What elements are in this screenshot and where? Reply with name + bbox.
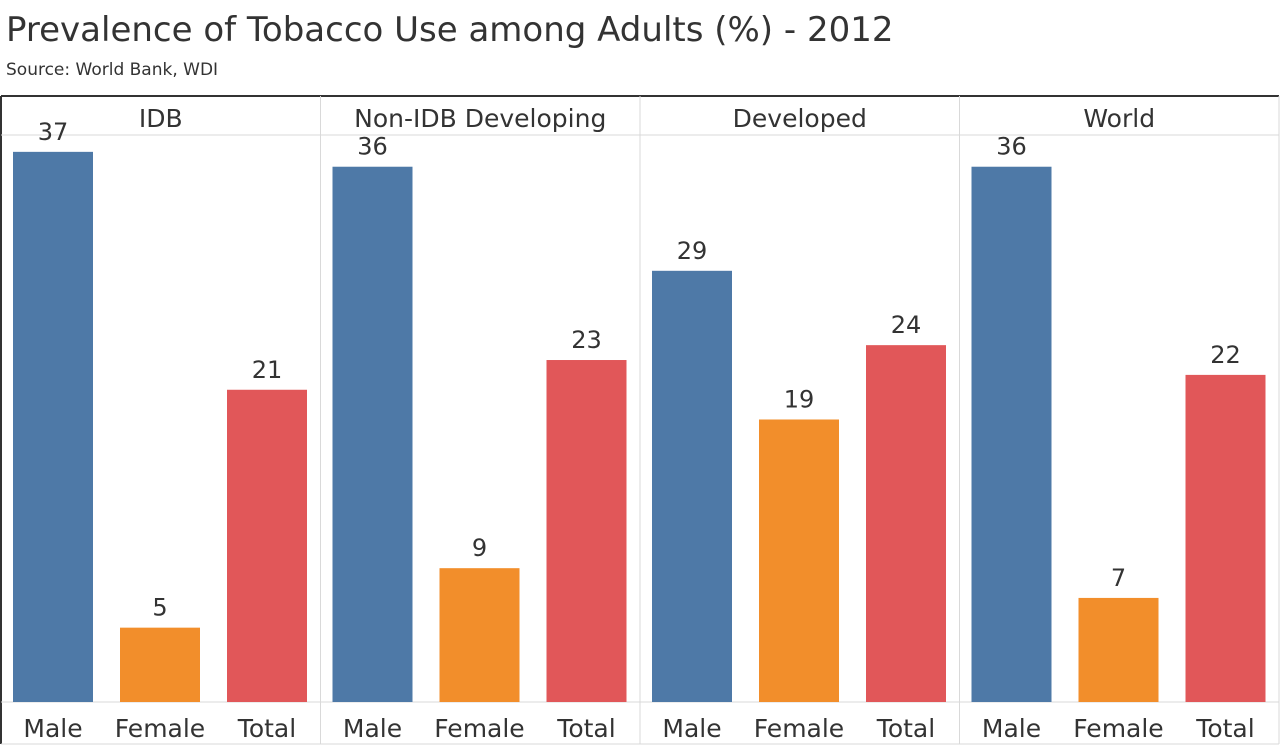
- category-tick-label: Female: [434, 714, 524, 743]
- chart-subtitle: Source: World Bank, WDI: [6, 60, 219, 80]
- bar: [546, 360, 627, 702]
- category-tick-label: Male: [343, 714, 402, 743]
- bar: [971, 166, 1052, 702]
- category-tick-label: Total: [1195, 714, 1254, 743]
- category-tick-label: Female: [115, 714, 205, 743]
- category-tick-label: Female: [1073, 714, 1163, 743]
- data-label: 24: [891, 311, 922, 339]
- data-label: 9: [472, 534, 487, 562]
- bar: [332, 166, 413, 702]
- data-label: 23: [571, 326, 602, 354]
- bar: [439, 568, 520, 702]
- panel-header: IDB: [139, 104, 183, 133]
- data-label: 37: [38, 118, 69, 146]
- bar: [227, 389, 307, 702]
- panel-header: Developed: [733, 104, 867, 133]
- category-tick-label: Total: [237, 714, 296, 743]
- bar: [1078, 597, 1159, 702]
- bar: [1185, 374, 1266, 702]
- category-tick-label: Male: [982, 714, 1041, 743]
- category-tick-label: Total: [556, 714, 615, 743]
- category-tick-label: Total: [876, 714, 935, 743]
- data-label: 5: [152, 594, 167, 622]
- category-tick-label: Male: [662, 714, 721, 743]
- data-label: 29: [677, 237, 708, 265]
- data-label: 7: [1111, 564, 1126, 592]
- chart-title: Prevalence of Tobacco Use among Adults (…: [6, 10, 894, 50]
- bar: [866, 345, 946, 702]
- data-label: 36: [996, 133, 1027, 161]
- data-label: 36: [357, 133, 388, 161]
- bar: [652, 270, 732, 702]
- data-label: 19: [784, 385, 815, 413]
- panel-header: Non-IDB Developing: [354, 104, 606, 133]
- category-tick-label: Male: [23, 714, 82, 743]
- bar: [13, 151, 93, 702]
- category-tick-label: Female: [754, 714, 844, 743]
- panel-header: World: [1083, 104, 1155, 133]
- data-label: 21: [252, 356, 283, 384]
- bar: [759, 419, 839, 702]
- data-label: 22: [1210, 341, 1241, 369]
- bar: [120, 627, 200, 702]
